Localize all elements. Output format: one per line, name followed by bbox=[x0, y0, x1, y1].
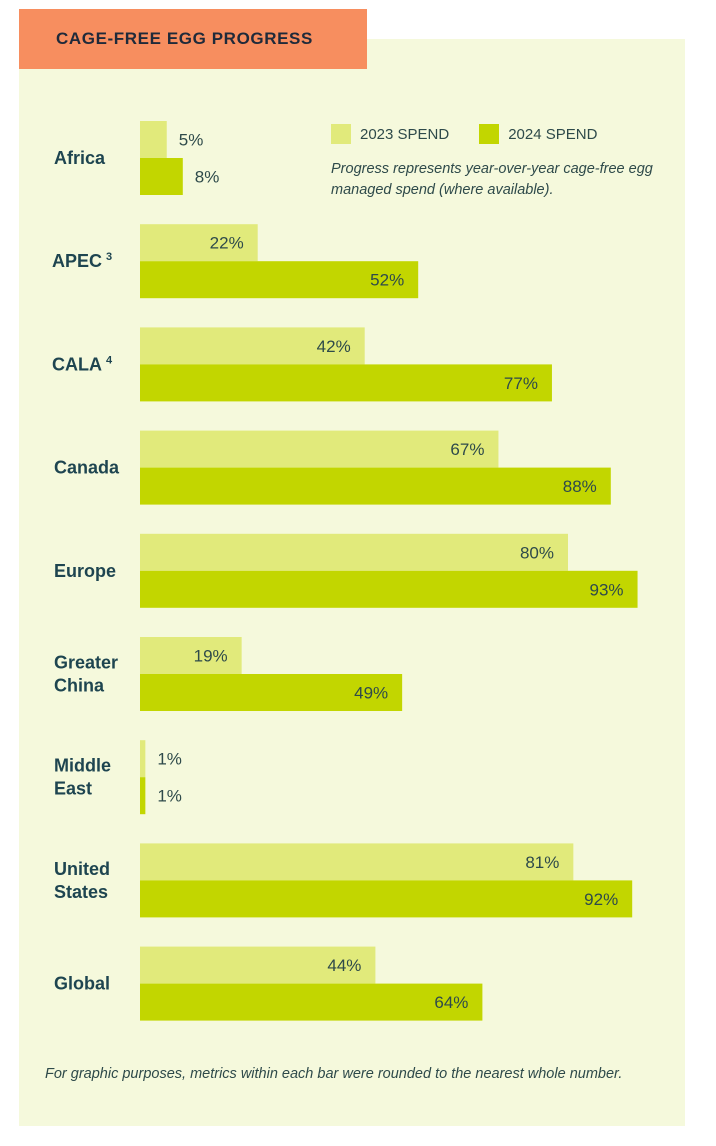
value-label-2023: 5% bbox=[179, 131, 204, 150]
value-label-2024: 49% bbox=[354, 684, 388, 703]
footnote: For graphic purposes, metrics within eac… bbox=[45, 1066, 623, 1082]
category-label: APEC 3 bbox=[52, 251, 112, 271]
value-label-2024: 93% bbox=[590, 580, 624, 599]
category-label: Europe bbox=[54, 561, 116, 581]
bar-2024 bbox=[140, 674, 403, 711]
bar-2023 bbox=[140, 121, 167, 158]
bar-2024 bbox=[140, 158, 183, 195]
category-label: Greater China bbox=[54, 653, 118, 696]
legend-note: Progress represents year-over-year cage-… bbox=[331, 161, 653, 198]
bar-2023 bbox=[140, 533, 568, 571]
value-label-2024: 52% bbox=[370, 271, 404, 290]
value-label-2023: 19% bbox=[194, 647, 228, 666]
bar-2024 bbox=[140, 777, 146, 815]
category-label: United States bbox=[54, 859, 110, 902]
value-label-2024: 64% bbox=[434, 993, 468, 1012]
bar-2024 bbox=[140, 570, 638, 608]
category-label: Canada bbox=[54, 458, 120, 478]
bar-2023 bbox=[140, 740, 146, 778]
bar-2023 bbox=[140, 327, 365, 365]
legend-label-2024: 2024 SPEND bbox=[508, 125, 598, 143]
legend-label-2023: 2023 SPEND bbox=[360, 125, 450, 143]
bar-2023 bbox=[140, 430, 499, 468]
bar-2024 bbox=[140, 880, 633, 918]
value-label-2024: 92% bbox=[584, 890, 618, 909]
value-label-2024: 77% bbox=[504, 374, 538, 393]
value-label-2024: 1% bbox=[157, 787, 182, 806]
category-label: Africa bbox=[54, 148, 106, 168]
chart-title: CAGE-FREE EGG PROGRESS bbox=[56, 29, 313, 48]
bar-2023 bbox=[140, 637, 242, 674]
legend-swatch-2024 bbox=[479, 124, 500, 144]
legend-swatch-2023 bbox=[331, 124, 351, 144]
value-label-2024: 8% bbox=[195, 168, 220, 187]
bar-2023 bbox=[140, 843, 574, 881]
bar-2024 bbox=[140, 364, 552, 402]
category-label: CALA 4 bbox=[52, 354, 113, 374]
bar-2024 bbox=[140, 983, 483, 1021]
value-label-2023: 44% bbox=[327, 956, 361, 975]
title-banner: CAGE-FREE EGG PROGRESS bbox=[19, 9, 367, 69]
value-label-2023: 22% bbox=[210, 234, 244, 253]
value-label-2024: 88% bbox=[563, 477, 597, 496]
value-label-2023: 67% bbox=[450, 440, 484, 459]
bar-2023 bbox=[140, 224, 258, 262]
category-label: Global bbox=[54, 974, 110, 994]
value-label-2023: 80% bbox=[520, 543, 554, 562]
legend: 2023 SPEND 2024 SPEND Progress represent… bbox=[331, 123, 681, 201]
value-label-2023: 42% bbox=[317, 337, 351, 356]
bar-2023 bbox=[140, 946, 376, 984]
bar-2024 bbox=[140, 261, 419, 299]
value-label-2023: 81% bbox=[525, 853, 559, 872]
bar-2024 bbox=[140, 467, 611, 505]
value-label-2023: 1% bbox=[157, 750, 182, 769]
category-label: Middle East bbox=[54, 756, 111, 799]
